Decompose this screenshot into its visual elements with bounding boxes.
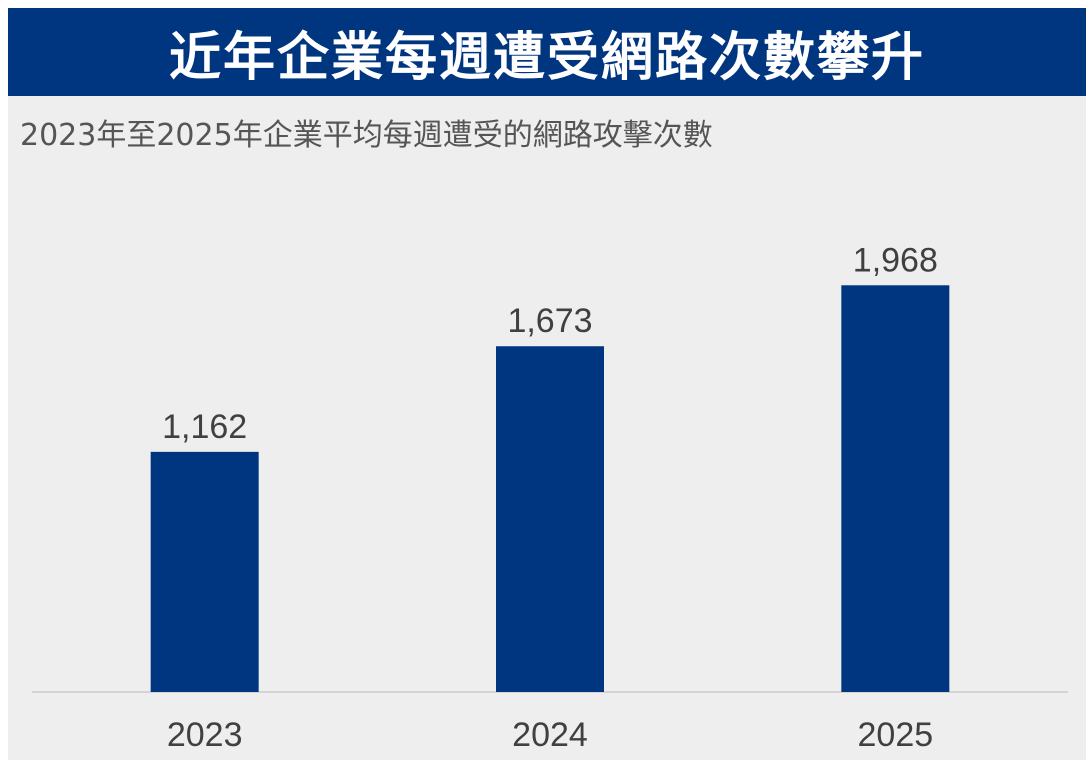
data-label-2023: 1,162 — [162, 408, 247, 446]
x-tick-label-2024: 2024 — [512, 716, 588, 754]
bar-2024 — [496, 346, 604, 692]
chart-subtitle: 2023年至2025年企業平均每週遭受的網路攻擊次數 — [20, 118, 713, 153]
chart-header-banner: 近年企業每週遭受網路次數攀升 — [8, 8, 1086, 96]
x-tick-label-2023: 2023 — [167, 716, 243, 754]
bar-2023 — [150, 451, 259, 692]
data-label-2024: 1,673 — [507, 302, 592, 340]
x-tick-label-2025: 2025 — [858, 716, 934, 754]
chart-panel: 2023年至2025年企業平均每週遭受的網路攻擊次數 1,162 2023 1,67… — [8, 96, 1086, 760]
data-label-2025: 1,968 — [853, 241, 938, 279]
bar-chart: 1,162 2023 1,673 2024 1,968 2025 — [32, 241, 1068, 754]
chart-title: 近年企業每週遭受網路次數攀升 — [168, 27, 925, 88]
bar-2025 — [841, 285, 950, 692]
